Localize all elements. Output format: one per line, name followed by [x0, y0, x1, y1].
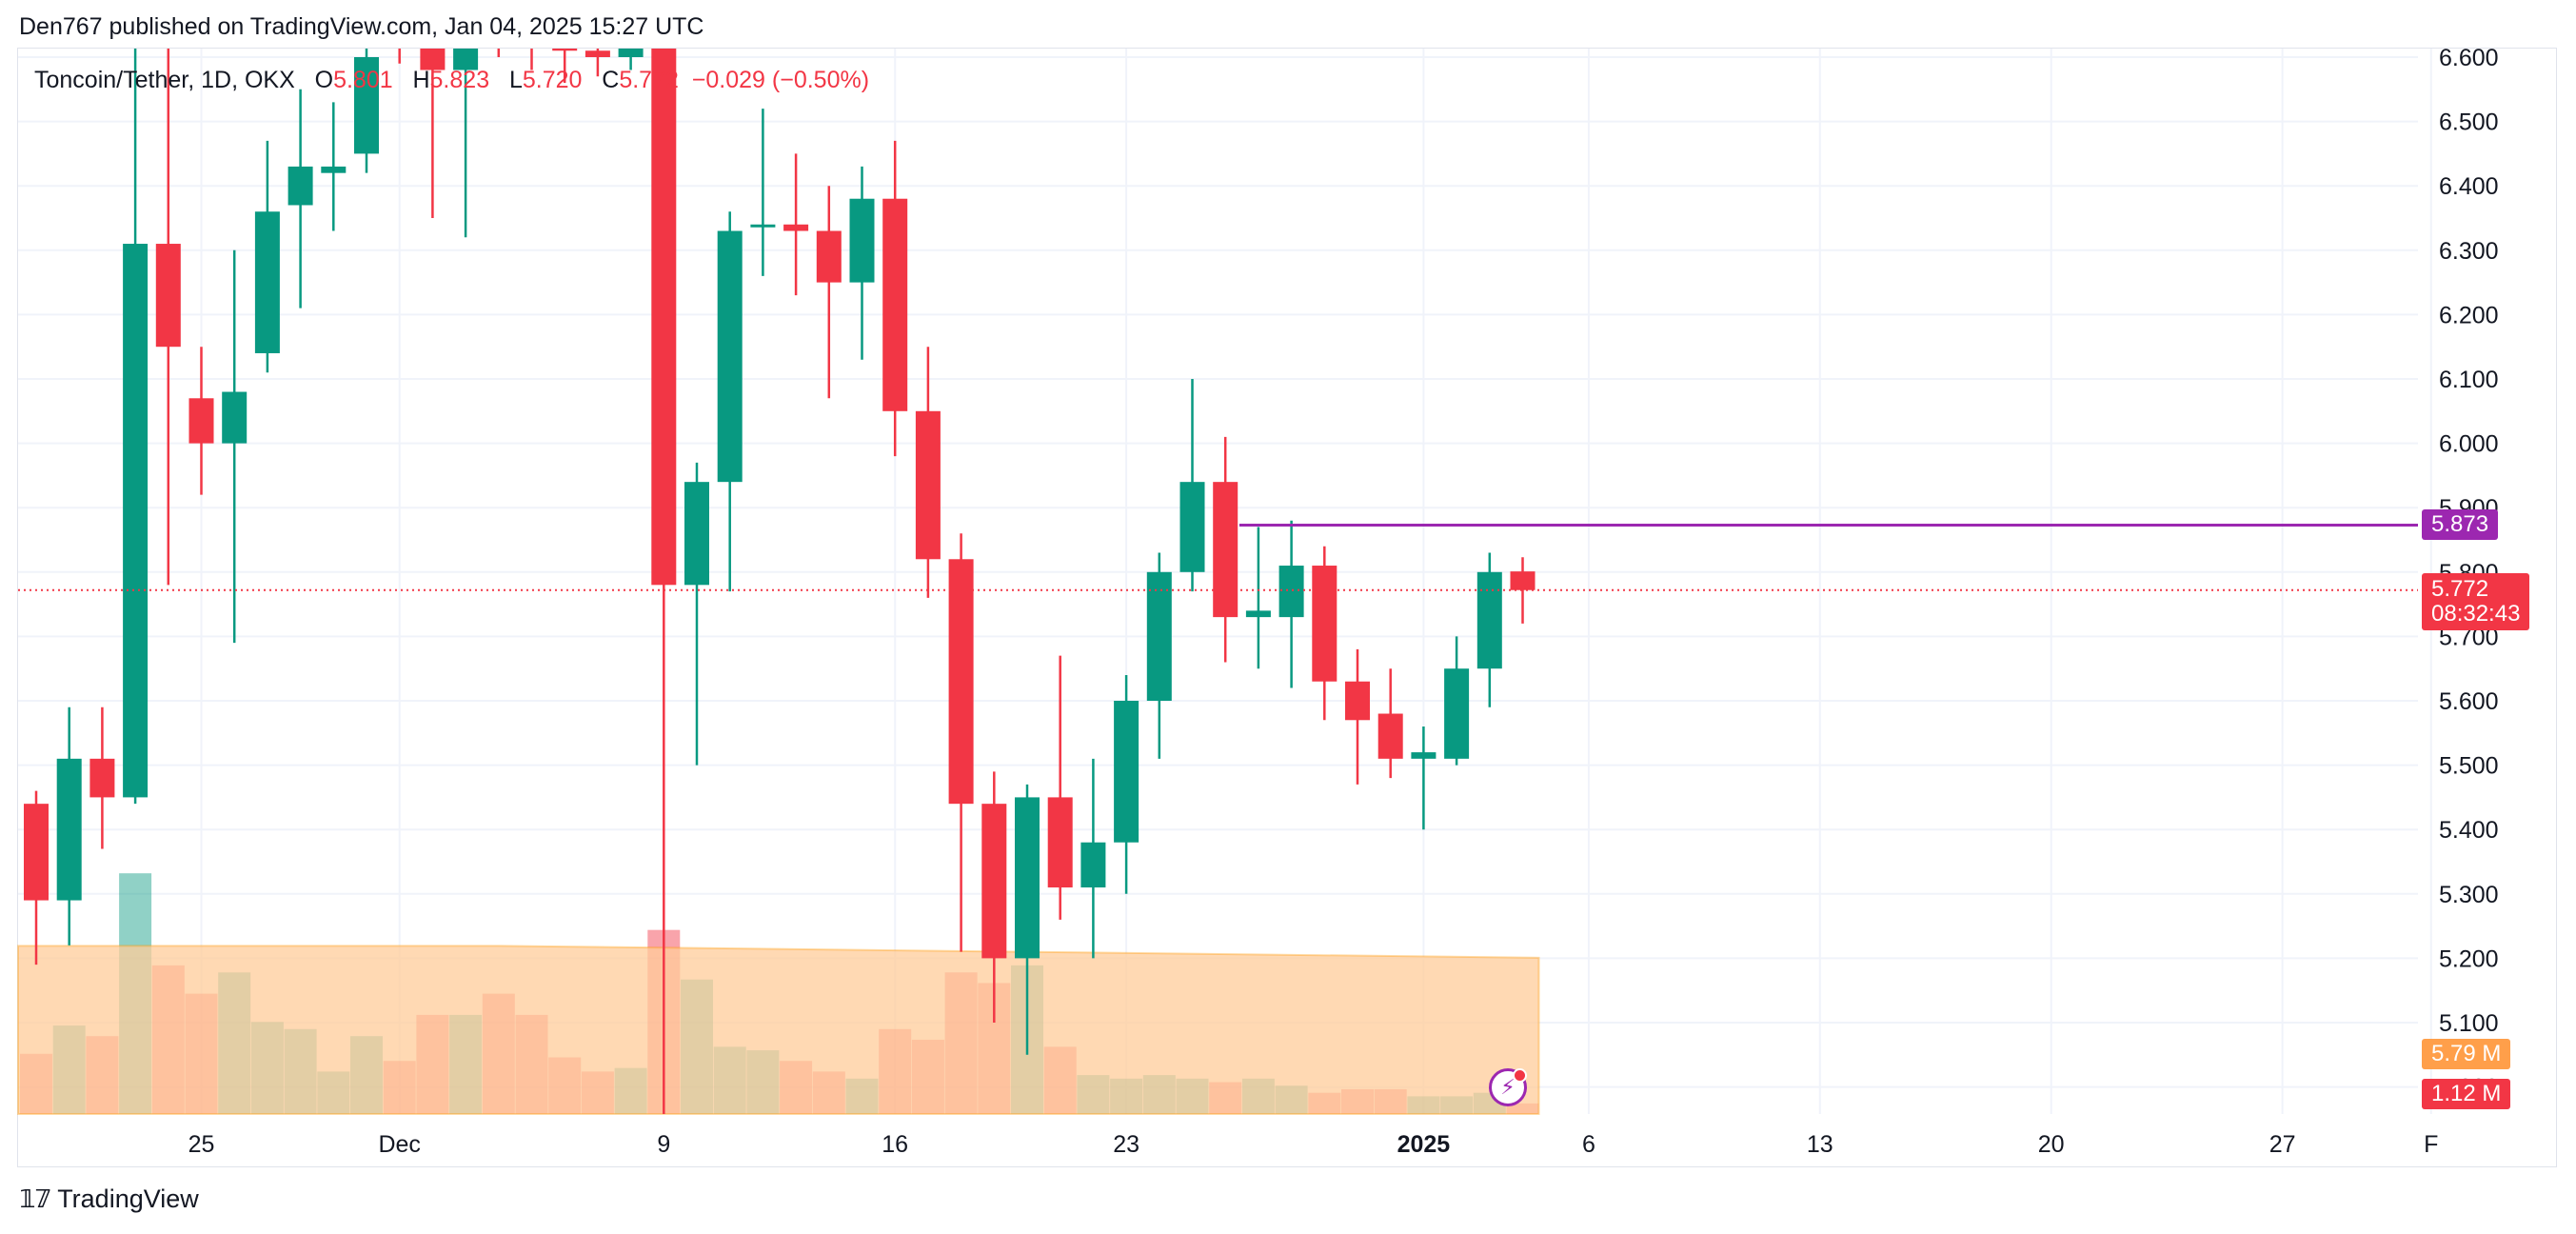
- last-price-tag: 5.772 08:32:43: [2422, 572, 2530, 630]
- price-tick-label: 5.200: [2439, 945, 2499, 972]
- candle-body: [1015, 797, 1040, 959]
- candle-body: [520, 25, 545, 44]
- candle-body: [948, 559, 974, 805]
- price-tick-label: 5.300: [2439, 882, 2499, 908]
- legend-low-value: 5.720: [522, 67, 583, 93]
- time-tick-label: 20: [2038, 1131, 2065, 1158]
- price-tick-label: 6.100: [2439, 367, 2499, 393]
- candle-body: [1213, 482, 1238, 618]
- legend-open-label: O: [314, 67, 334, 93]
- price-tick-label: 6.500: [2439, 109, 2499, 136]
- candle-body: [1444, 668, 1470, 759]
- legend-high-label: H: [412, 67, 430, 93]
- time-tick-label: 27: [2269, 1131, 2296, 1158]
- countdown-timer: 08:32:43: [2431, 600, 2521, 627]
- candle-body: [849, 198, 875, 283]
- price-tick-label: 5.600: [2439, 688, 2499, 715]
- footer: 𝟙𝟟 TradingView: [19, 1184, 199, 1214]
- candle-body: [552, 49, 578, 51]
- time-tick-label: 9: [657, 1131, 670, 1158]
- last-price-value: 5.772: [2431, 575, 2489, 602]
- legend-close-value: 5.772: [619, 67, 679, 93]
- volume-tag: 1.12 M: [2422, 1079, 2511, 1109]
- notification-dot-icon: [1513, 1068, 1527, 1083]
- candle-body: [1510, 571, 1536, 590]
- volume-ma-tag: 5.79 M: [2422, 1039, 2511, 1069]
- chart-frame: [17, 48, 2557, 1167]
- time-tick-label: 16: [882, 1131, 908, 1158]
- candle-body: [915, 410, 941, 560]
- price-tick-label: 5.500: [2439, 753, 2499, 780]
- time-tick-label: 6: [1582, 1131, 1595, 1158]
- candle-body: [1114, 701, 1139, 843]
- candle-body: [420, 49, 446, 70]
- time-tick-label: 2025: [1397, 1131, 1451, 1158]
- legend-high-value: 5.823: [429, 67, 490, 93]
- time-axis: 25 Dec 9 16 23 2025 6 13 20 27 F: [188, 1131, 2439, 1158]
- candle-body: [1345, 681, 1370, 721]
- legend-close-label: C: [602, 67, 620, 93]
- candle-body: [321, 166, 347, 173]
- price-tick-label: 6.000: [2439, 431, 2499, 458]
- candle-body: [618, 49, 644, 57]
- footer-brand[interactable]: TradingView: [57, 1184, 199, 1213]
- price-tick-label: 6.600: [2439, 45, 2499, 71]
- candle-body: [254, 211, 280, 353]
- candle-body: [783, 224, 809, 231]
- candle-body: [354, 57, 379, 154]
- price-tick-label: 6.400: [2439, 173, 2499, 200]
- time-tick-label: F: [2424, 1131, 2438, 1158]
- volume-moving-average: [17, 945, 1540, 1115]
- candle-body: [1312, 566, 1338, 682]
- time-tick-label: 23: [1113, 1131, 1139, 1158]
- level-price-tag: 5.873: [2422, 509, 2499, 541]
- candle-body: [717, 230, 743, 483]
- price-tick-label: 6.200: [2439, 302, 2499, 328]
- candle-body: [1245, 610, 1271, 618]
- candle-body: [981, 804, 1007, 959]
- candle-body: [486, 25, 511, 38]
- price-tick-label: 5.400: [2439, 817, 2499, 844]
- price-tick-label: 6.300: [2439, 238, 2499, 265]
- candle-body: [56, 758, 82, 901]
- time-tick-label: Dec: [378, 1131, 420, 1158]
- candle-body: [222, 391, 248, 444]
- candle-body: [684, 482, 709, 586]
- legend-change: −0.029 (−0.50%): [691, 67, 870, 93]
- candle-body: [651, 49, 677, 586]
- candle-body: [123, 244, 149, 798]
- candle-body: [585, 50, 610, 57]
- legend-symbol: Toncoin/Tether, 1D, OKX: [34, 67, 295, 93]
- candle-body: [750, 224, 776, 228]
- candle-body: [816, 230, 842, 283]
- candle-body: [1080, 842, 1106, 888]
- time-tick-label: 25: [188, 1131, 215, 1158]
- candle-body: [1047, 797, 1073, 888]
- candle-body: [1146, 571, 1172, 701]
- legend-open-value: 5.801: [333, 67, 393, 93]
- tradingview-logo-icon: 𝟙𝟟: [19, 1184, 51, 1213]
- candle-body: [1377, 713, 1403, 759]
- publisher-attribution: Den767 published on TradingView.com, Jan…: [19, 13, 704, 40]
- candle-body: [1476, 571, 1502, 669]
- candles: [24, 25, 1536, 1114]
- candle-body: [24, 804, 49, 901]
- candle-body: [387, 25, 412, 44]
- candle-body: [155, 244, 181, 348]
- candle-body: [89, 758, 115, 798]
- candle-body: [1179, 482, 1205, 572]
- candle-body: [1411, 752, 1437, 759]
- candle-body: [453, 49, 479, 70]
- candle-body: [188, 398, 214, 444]
- candle-body: [287, 166, 313, 206]
- price-tick-label: 5.100: [2439, 1010, 2499, 1037]
- time-tick-label: 13: [1807, 1131, 1833, 1158]
- lightning-icon[interactable]: ⚡: [1489, 1068, 1527, 1106]
- candle-body: [1278, 566, 1304, 618]
- legend-low-label: L: [508, 67, 523, 93]
- symbol-legend: Toncoin/Tether, 1D, OKX O5.801 H5.823 L5…: [34, 67, 869, 94]
- candle-body: [882, 198, 908, 411]
